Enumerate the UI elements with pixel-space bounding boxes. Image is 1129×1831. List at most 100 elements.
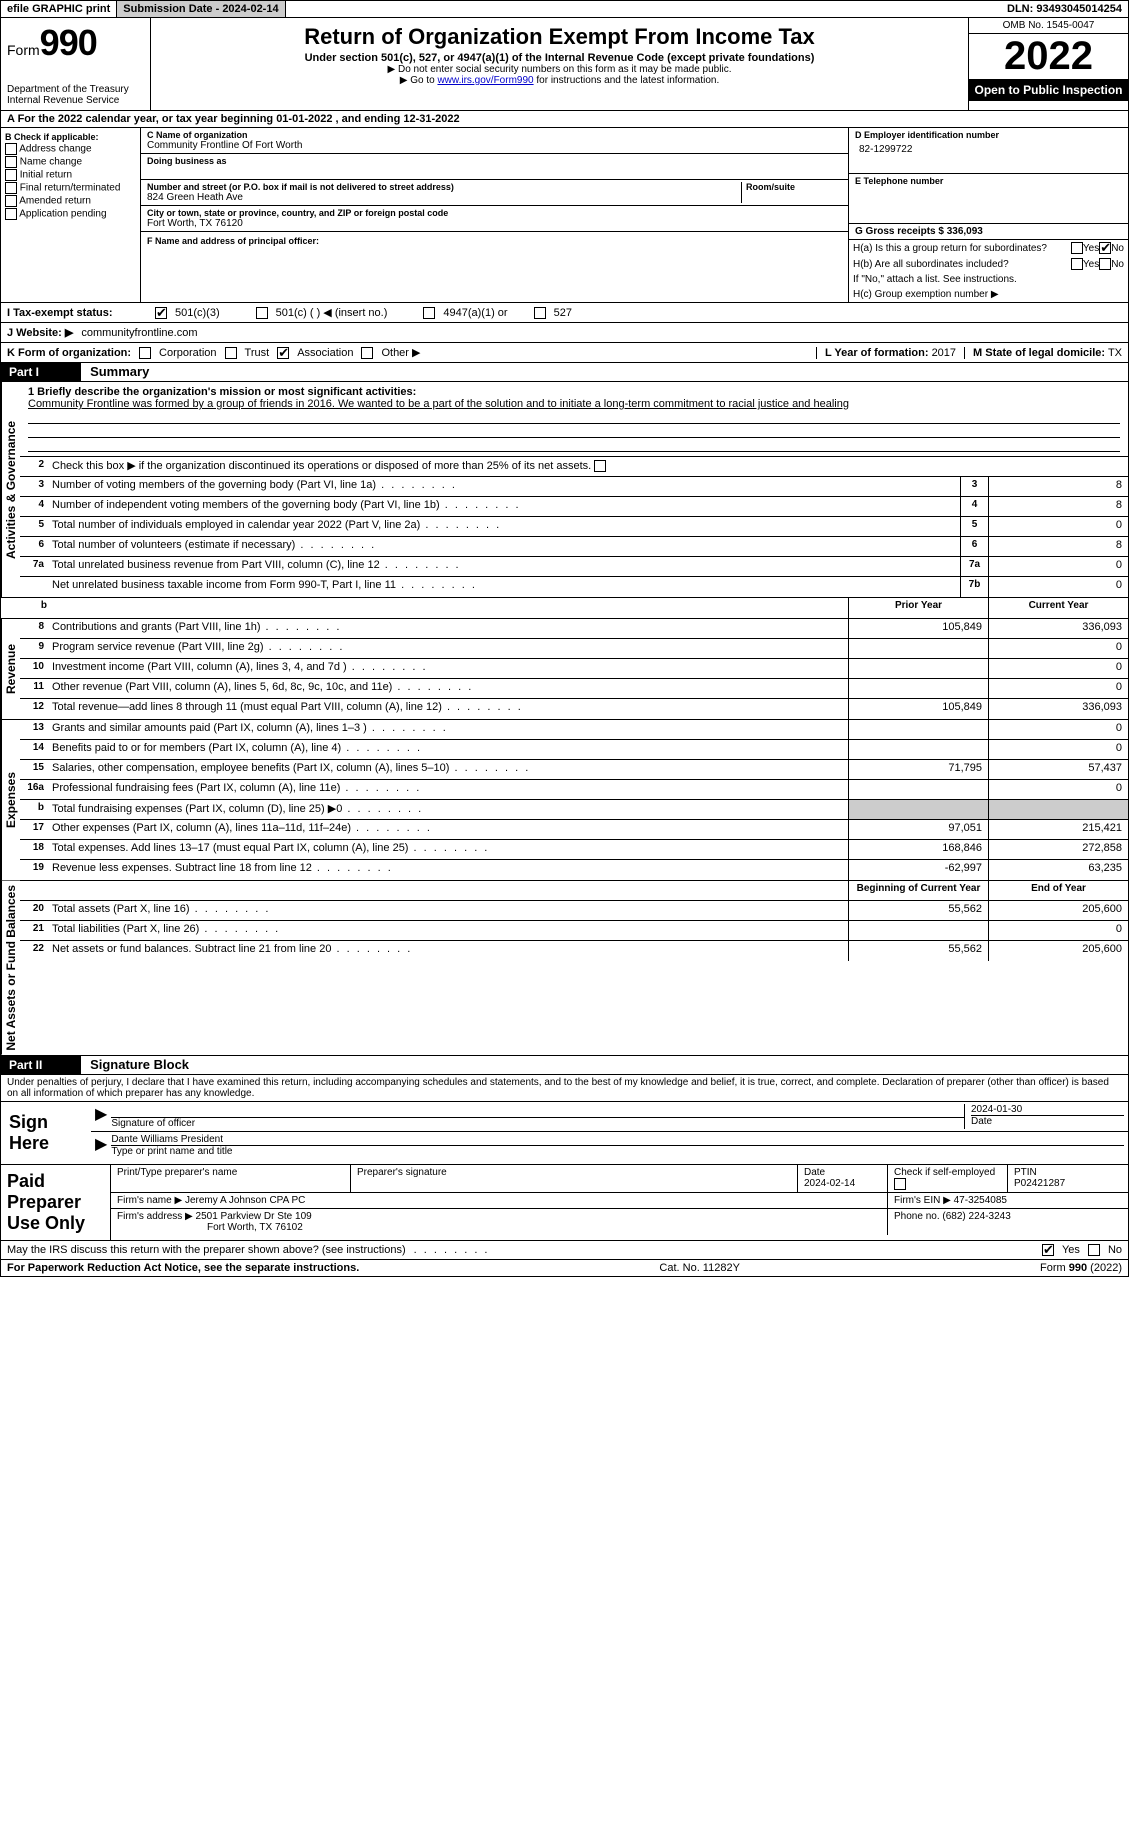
arrow-icon: ▶: [95, 1134, 107, 1158]
table-row: 21Total liabilities (Part X, line 26)0: [20, 921, 1128, 941]
city-state-zip: Fort Worth, TX 76120: [147, 218, 842, 229]
ck-address-change[interactable]: [5, 143, 17, 155]
ck-4947[interactable]: [423, 307, 435, 319]
ck-527[interactable]: [534, 307, 546, 319]
table-row: 10Investment income (Part VIII, column (…: [20, 659, 1128, 679]
table-row: 7aTotal unrelated business revenue from …: [20, 557, 1128, 577]
h-b-row: H(b) Are all subordinates included? Yes …: [849, 256, 1128, 272]
form-title: Return of Organization Exempt From Incom…: [157, 24, 962, 50]
form-ref: Form 990 (2022): [1040, 1262, 1122, 1274]
ck-app-pending[interactable]: [5, 208, 17, 220]
ck-ha-no[interactable]: [1099, 242, 1111, 254]
j-label: J Website: ▶: [7, 326, 73, 339]
officer-label: F Name and address of principal officer:: [147, 236, 842, 246]
identity-block: B Check if applicable: Address change Na…: [0, 128, 1129, 303]
declaration-text: Under penalties of perjury, I declare th…: [0, 1075, 1129, 1102]
table-row: 8Contributions and grants (Part VIII, li…: [20, 619, 1128, 639]
city-label: City or town, state or province, country…: [147, 208, 842, 218]
ck-final-return[interactable]: [5, 182, 17, 194]
part2-title: Signature Block: [84, 1055, 195, 1074]
col-b-checkboxes: B Check if applicable: Address change Na…: [1, 128, 141, 302]
ck-hb-no[interactable]: [1099, 258, 1111, 270]
cat-no: Cat. No. 11282Y: [659, 1262, 740, 1274]
ck-corp[interactable]: [139, 347, 151, 359]
ptin: P02421287: [1014, 1178, 1122, 1189]
street-address: 824 Green Heath Ave: [147, 192, 741, 203]
state-domicile: TX: [1108, 347, 1122, 359]
ck-self-employed[interactable]: [894, 1178, 906, 1190]
side-revenue: Revenue: [1, 619, 20, 719]
discuss-text: May the IRS discuss this return with the…: [7, 1244, 406, 1256]
ck-name-change[interactable]: [5, 156, 17, 168]
ck-501c3[interactable]: [155, 307, 167, 319]
addr-label: Number and street (or P.O. box if mail i…: [147, 182, 741, 192]
paperwork-notice: For Paperwork Reduction Act Notice, see …: [7, 1262, 359, 1274]
table-row: 16aProfessional fundraising fees (Part I…: [20, 780, 1128, 800]
irs-link[interactable]: www.irs.gov/Form990: [437, 75, 533, 86]
ck-hb-yes[interactable]: [1071, 258, 1083, 270]
note-link: ▶ Go to www.irs.gov/Form990 for instruct…: [157, 75, 962, 86]
begin-year-header: Beginning of Current Year: [848, 881, 988, 900]
table-row: 15Salaries, other compensation, employee…: [20, 760, 1128, 780]
ck-501c[interactable]: [256, 307, 268, 319]
i-label: I Tax-exempt status:: [7, 307, 147, 319]
end-year-header: End of Year: [988, 881, 1128, 900]
ck-trust[interactable]: [225, 347, 237, 359]
ck-other[interactable]: [361, 347, 373, 359]
ck-discuss-yes[interactable]: [1042, 1244, 1054, 1256]
sign-block: Sign Here ▶ Signature of officer 2024-01…: [0, 1102, 1129, 1165]
top-bar: efile GRAPHIC print Submission Date - 20…: [0, 0, 1129, 18]
form-header: Form990 Department of the Treasury Inter…: [0, 18, 1129, 111]
firm-addr1: 2501 Parkview Dr Ste 109: [196, 1211, 312, 1222]
h-c-row: H(c) Group exemption number ▶: [849, 287, 1128, 302]
side-expenses: Expenses: [1, 720, 20, 880]
table-row: 17Other expenses (Part IX, column (A), l…: [20, 820, 1128, 840]
firm-ein: 47-3254085: [954, 1195, 1007, 1206]
prep-date: 2024-02-14: [804, 1178, 881, 1189]
ck-line2[interactable]: [594, 460, 606, 472]
table-row: 22Net assets or fund balances. Subtract …: [20, 941, 1128, 961]
line2-text: Check this box ▶ if the organization dis…: [48, 457, 1128, 476]
table-row: 6Total number of volunteers (estimate if…: [20, 537, 1128, 557]
open-inspection: Open to Public Inspection: [969, 79, 1128, 101]
paid-preparer-block: Paid Preparer Use Only Print/Type prepar…: [0, 1165, 1129, 1241]
website-value: communityfrontline.com: [81, 327, 197, 339]
org-name: Community Frontline Of Fort Worth: [147, 140, 842, 151]
side-governance: Activities & Governance: [1, 382, 20, 597]
sign-here-label: Sign Here: [1, 1102, 91, 1164]
firm-phone: (682) 224-3243: [942, 1211, 1010, 1222]
part2-header: Part II: [1, 1056, 81, 1074]
h-b-note: If "No," attach a list. See instructions…: [849, 272, 1128, 287]
dln: DLN: 93493045014254: [1001, 1, 1128, 17]
paid-prep-label: Paid Preparer Use Only: [1, 1165, 111, 1240]
ein-value: 82-1299722: [855, 140, 1122, 159]
note-ssn: ▶ Do not enter social security numbers o…: [157, 64, 962, 75]
h-a-row: H(a) Is this a group return for subordin…: [849, 240, 1128, 256]
table-row: 5Total number of individuals employed in…: [20, 517, 1128, 537]
ck-assoc[interactable]: [277, 347, 289, 359]
part1-header: Part I: [1, 363, 81, 381]
table-row: 9Program service revenue (Part VIII, lin…: [20, 639, 1128, 659]
arrow-icon: ▶: [95, 1104, 107, 1129]
table-row: Net unrelated business taxable income fr…: [20, 577, 1128, 597]
k-label: K Form of organization:: [7, 347, 131, 359]
ck-initial-return[interactable]: [5, 169, 17, 181]
phone-label: E Telephone number: [855, 176, 1122, 186]
submission-date: Submission Date - 2024-02-14: [117, 1, 285, 17]
sig-date-label: Date: [971, 1116, 1124, 1127]
form-number: Form990: [7, 22, 144, 64]
ck-ha-yes[interactable]: [1071, 242, 1083, 254]
sig-officer-label: Signature of officer: [111, 1118, 964, 1129]
efile-print-button[interactable]: efile GRAPHIC print: [1, 1, 117, 17]
row-a-tax-year: A For the 2022 calendar year, or tax yea…: [0, 111, 1129, 128]
room-label: Room/suite: [746, 182, 842, 192]
subtitle: Under section 501(c), 527, or 4947(a)(1)…: [157, 52, 962, 64]
firm-addr2: Fort Worth, TX 76102: [117, 1222, 881, 1233]
ck-amended[interactable]: [5, 195, 17, 207]
sig-date: 2024-01-30: [971, 1104, 1124, 1116]
ck-discuss-no[interactable]: [1088, 1244, 1100, 1256]
table-row: bTotal fundraising expenses (Part IX, co…: [20, 800, 1128, 820]
line1-label: 1 Briefly describe the organization's mi…: [28, 386, 1120, 398]
tax-year: 2022: [969, 34, 1128, 79]
dba-label: Doing business as: [147, 156, 842, 166]
